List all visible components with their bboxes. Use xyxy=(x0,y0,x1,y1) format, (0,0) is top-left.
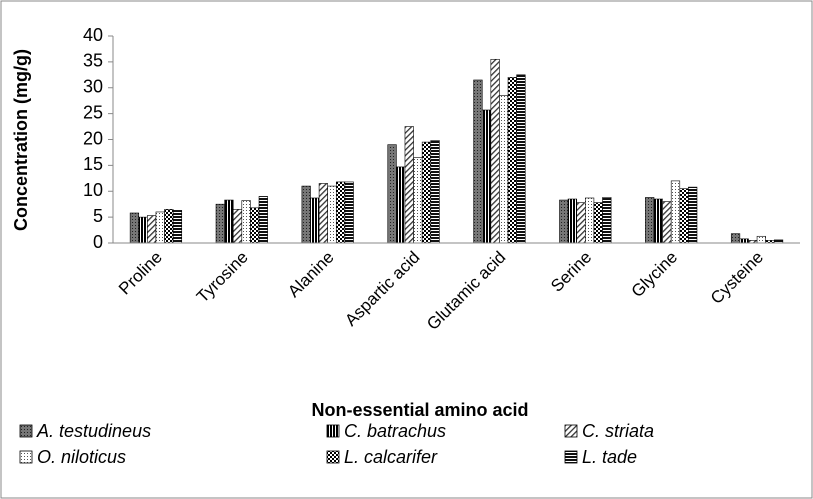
bar xyxy=(224,199,234,244)
legend-label: O. niloticus xyxy=(37,447,126,467)
bar xyxy=(155,211,165,244)
y-tick-label: 15 xyxy=(83,154,103,174)
bar xyxy=(756,235,766,244)
y-tick-label: 5 xyxy=(93,206,103,226)
legend-label: C. batrachus xyxy=(344,421,446,441)
y-tick-label: 20 xyxy=(83,128,103,148)
bar xyxy=(258,196,268,244)
bar xyxy=(387,144,397,244)
legend-swatch xyxy=(564,450,578,464)
bar xyxy=(335,181,346,244)
y-tick-label: 30 xyxy=(83,77,103,97)
legend-swatch xyxy=(326,450,340,464)
bar xyxy=(215,203,225,244)
y-tick-label: 35 xyxy=(83,51,103,71)
bar xyxy=(559,199,569,244)
y-tick-label: 0 xyxy=(93,232,103,252)
bar xyxy=(164,209,174,244)
bar xyxy=(396,166,406,244)
bar xyxy=(739,238,749,244)
bar xyxy=(138,216,148,244)
bar xyxy=(404,126,414,244)
y-tick-label: 25 xyxy=(83,102,103,122)
legend-swatch xyxy=(564,424,578,438)
bar xyxy=(318,183,328,244)
bar xyxy=(344,181,354,244)
y-tick-label: 40 xyxy=(83,25,103,45)
bar xyxy=(490,58,500,244)
bar xyxy=(129,212,140,244)
x-axis-title: Non-essential amino acid xyxy=(311,400,528,420)
bar xyxy=(421,141,432,244)
legend-label: A. testudineus xyxy=(36,421,151,441)
legend-label: C. striata xyxy=(582,421,654,441)
bar xyxy=(232,209,243,244)
bar xyxy=(730,233,741,244)
bar xyxy=(499,95,509,244)
bar xyxy=(567,198,578,244)
bar xyxy=(327,185,337,244)
bar xyxy=(507,77,517,244)
bar xyxy=(172,210,183,244)
bar xyxy=(653,198,663,244)
bar xyxy=(576,202,586,244)
legend-swatch xyxy=(19,450,33,464)
bar xyxy=(593,202,603,244)
bar xyxy=(481,109,492,244)
legend-label: L. tade xyxy=(582,447,637,467)
bar xyxy=(147,215,157,244)
bar xyxy=(645,197,655,244)
bar xyxy=(679,188,689,244)
bar xyxy=(602,197,612,244)
bar xyxy=(662,201,672,244)
bar xyxy=(310,197,320,244)
legend-label: L. calcarifer xyxy=(344,447,438,467)
legend-swatch xyxy=(19,424,33,438)
bar xyxy=(473,79,483,244)
bar xyxy=(430,140,440,244)
bar xyxy=(670,180,681,244)
bar xyxy=(688,186,698,244)
bar xyxy=(413,157,423,244)
y-axis-title: Concentration (mg/g) xyxy=(11,49,31,231)
legend-swatch xyxy=(326,424,340,438)
bar xyxy=(585,197,595,244)
bar xyxy=(250,207,260,244)
bar xyxy=(301,185,311,244)
bar xyxy=(516,74,526,244)
bar xyxy=(241,200,251,244)
y-tick-label: 10 xyxy=(83,180,103,200)
